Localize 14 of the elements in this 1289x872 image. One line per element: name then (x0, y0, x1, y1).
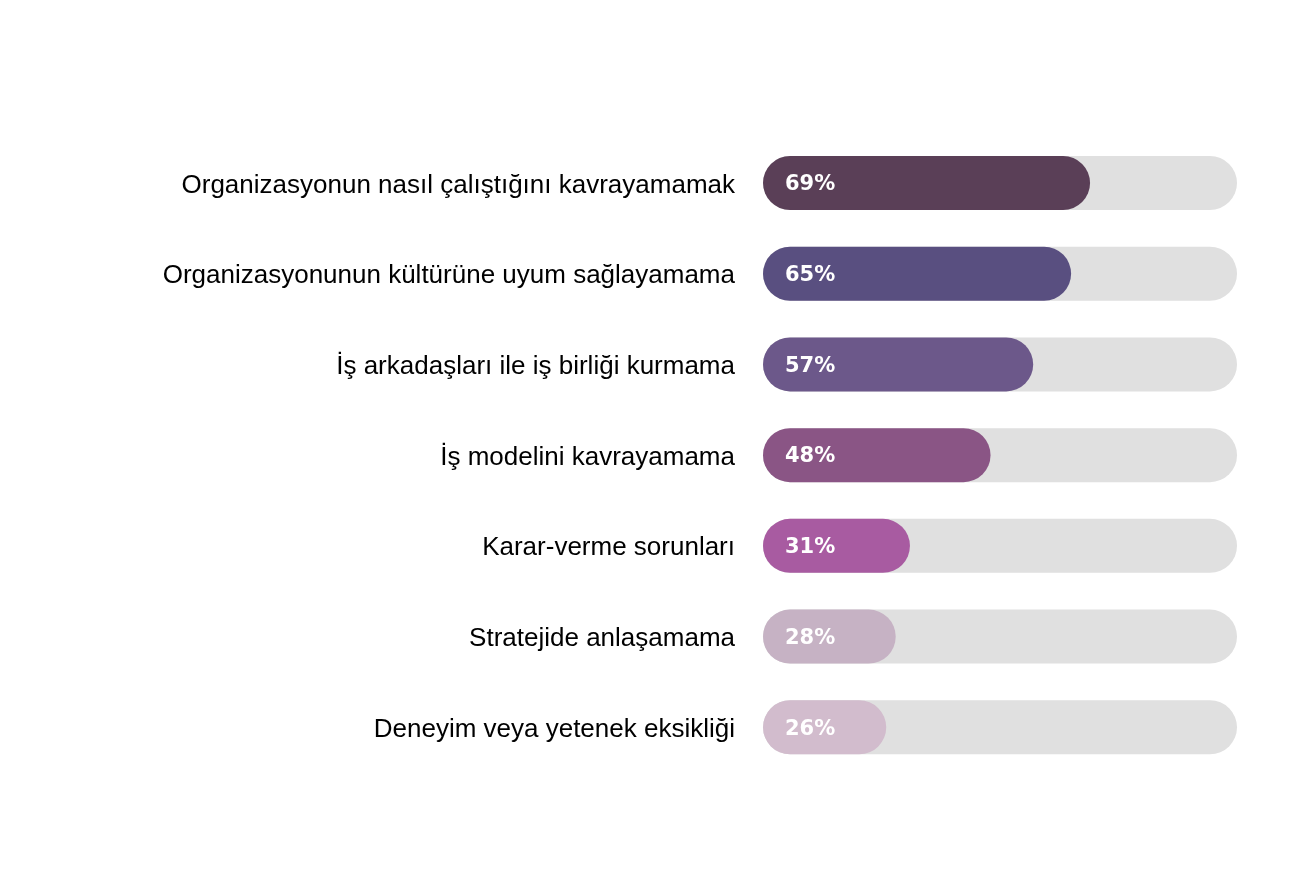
data-label: 57% (785, 352, 836, 377)
data-label: 26% (785, 715, 836, 740)
y-tick-label: Stratejide anlaşamama (469, 622, 736, 653)
data-label: 69% (785, 171, 836, 196)
y-tick-label: İş arkadaşları ile iş birliği kurmama (336, 350, 736, 381)
data-label: 31% (785, 534, 836, 559)
data-label: 65% (785, 262, 836, 287)
y-tick-label: İş modelini kavrayamama (440, 440, 736, 471)
y-tick-label: Organizasyonunun kültürüne uyum sağlayamama (162, 259, 736, 290)
y-tick-label: Organizasyonun nasıl çalıştığını kavrayamamak (181, 168, 736, 199)
data-label: 48% (785, 443, 836, 468)
data-label: 28% (785, 624, 836, 649)
y-tick-label: Deneyim veya yetenek eksikliği (373, 712, 735, 743)
y-tick-label: Karar-verme sorunları (482, 531, 735, 562)
